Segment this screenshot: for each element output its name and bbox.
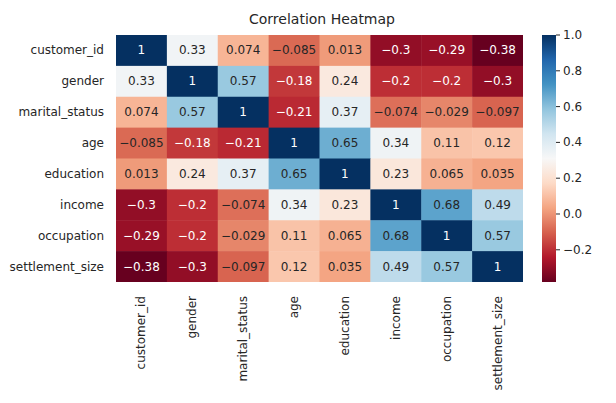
svg-text:0.37: 0.37 (332, 105, 359, 119)
svg-text:0.6: 0.6 (563, 100, 582, 114)
svg-text:0.23: 0.23 (332, 198, 359, 212)
svg-text:0.23: 0.23 (382, 167, 409, 181)
svg-text:−0.29: −0.29 (123, 229, 160, 243)
svg-text:0.49: 0.49 (484, 198, 511, 212)
svg-text:−0.18: −0.18 (276, 74, 313, 88)
svg-text:age: age (82, 136, 104, 150)
svg-text:−0.074: −0.074 (374, 105, 418, 119)
svg-text:0.8: 0.8 (563, 64, 582, 78)
svg-text:occupation: occupation (440, 296, 454, 362)
svg-text:customer_id: customer_id (134, 296, 148, 369)
svg-text:0.33: 0.33 (128, 74, 155, 88)
svg-text:−0.097: −0.097 (475, 105, 519, 119)
svg-text:income: income (389, 296, 403, 340)
svg-text:education: education (44, 167, 104, 181)
svg-text:0.37: 0.37 (230, 167, 257, 181)
svg-text:1: 1 (290, 136, 298, 150)
svg-text:gender: gender (185, 296, 199, 339)
svg-text:1: 1 (443, 229, 451, 243)
svg-text:marital_status: marital_status (236, 296, 250, 382)
svg-text:−0.38: −0.38 (123, 260, 160, 274)
svg-text:0.11: 0.11 (281, 229, 308, 243)
svg-text:−0.3: −0.3 (127, 198, 156, 212)
svg-text:−0.2: −0.2 (178, 198, 207, 212)
svg-text:0.065: 0.065 (328, 229, 362, 243)
svg-text:0.65: 0.65 (332, 136, 359, 150)
svg-text:customer_id: customer_id (31, 43, 104, 57)
svg-text:−0.18: −0.18 (174, 136, 211, 150)
svg-text:0.68: 0.68 (382, 229, 409, 243)
svg-text:−0.085: −0.085 (272, 43, 316, 57)
svg-text:0.24: 0.24 (332, 74, 359, 88)
svg-text:0.0: 0.0 (563, 207, 582, 221)
svg-text:−0.3: −0.3 (178, 260, 207, 274)
html-text:Correlation Heatmap: Correlation Heatmap (249, 11, 395, 27)
svg-text:−0.38: −0.38 (479, 43, 516, 57)
svg-text:0.074: 0.074 (226, 43, 260, 57)
svg-text:−0.029: −0.029 (424, 105, 468, 119)
svg-text:1: 1 (138, 43, 146, 57)
svg-text:0.013: 0.013 (124, 167, 158, 181)
svg-text:0.074: 0.074 (124, 105, 158, 119)
svg-text:0.065: 0.065 (430, 167, 464, 181)
svg-text:−0.2: −0.2 (381, 74, 410, 88)
svg-text:settlement_size: settlement_size (10, 260, 104, 274)
svg-text:−0.097: −0.097 (221, 260, 265, 274)
svg-text:0.035: 0.035 (328, 260, 362, 274)
svg-text:education: education (338, 296, 352, 356)
svg-text:0.65: 0.65 (281, 167, 308, 181)
svg-text:age: age (287, 296, 301, 318)
svg-text:1: 1 (392, 198, 400, 212)
svg-text:0.2: 0.2 (563, 171, 582, 185)
svg-text:−0.21: −0.21 (225, 136, 262, 150)
svg-text:−0.074: −0.074 (221, 198, 265, 212)
svg-text:−0.3: −0.3 (483, 74, 512, 88)
svg-text:0.11: 0.11 (433, 136, 460, 150)
svg-text:−0.2: −0.2 (563, 243, 592, 257)
svg-text:0.57: 0.57 (433, 260, 460, 274)
svg-text:marital_status: marital_status (18, 105, 104, 119)
svg-text:0.68: 0.68 (433, 198, 460, 212)
svg-text:gender: gender (61, 74, 104, 88)
svg-text:0.12: 0.12 (281, 260, 308, 274)
svg-text:1: 1 (239, 105, 247, 119)
svg-text:0.34: 0.34 (382, 136, 409, 150)
svg-text:1: 1 (188, 74, 196, 88)
svg-text:0.24: 0.24 (179, 167, 206, 181)
svg-text:−0.3: −0.3 (381, 43, 410, 57)
svg-text:−0.21: −0.21 (276, 105, 313, 119)
svg-text:1.0: 1.0 (563, 30, 582, 42)
svg-text:0.12: 0.12 (484, 136, 511, 150)
svg-text:0.57: 0.57 (230, 74, 257, 88)
svg-text:settlement_size: settlement_size (491, 296, 505, 390)
svg-text:income: income (60, 198, 104, 212)
svg-text:0.4: 0.4 (563, 135, 582, 149)
svg-text:0.34: 0.34 (281, 198, 308, 212)
svg-text:−0.2: −0.2 (432, 74, 461, 88)
svg-text:−0.029: −0.029 (221, 229, 265, 243)
svg-text:0.57: 0.57 (179, 105, 206, 119)
svg-text:−0.085: −0.085 (119, 136, 163, 150)
svg-text:occupation: occupation (38, 229, 104, 243)
svg-text:0.035: 0.035 (480, 167, 514, 181)
svg-text:1: 1 (341, 167, 349, 181)
svg-text:1: 1 (494, 260, 502, 274)
svg-text:0.013: 0.013 (328, 43, 362, 57)
svg-text:−0.2: −0.2 (178, 229, 207, 243)
svg-text:−0.29: −0.29 (428, 43, 465, 57)
svg-text:0.49: 0.49 (382, 260, 409, 274)
svg-text:0.57: 0.57 (484, 229, 511, 243)
svg-text:0.33: 0.33 (179, 43, 206, 57)
